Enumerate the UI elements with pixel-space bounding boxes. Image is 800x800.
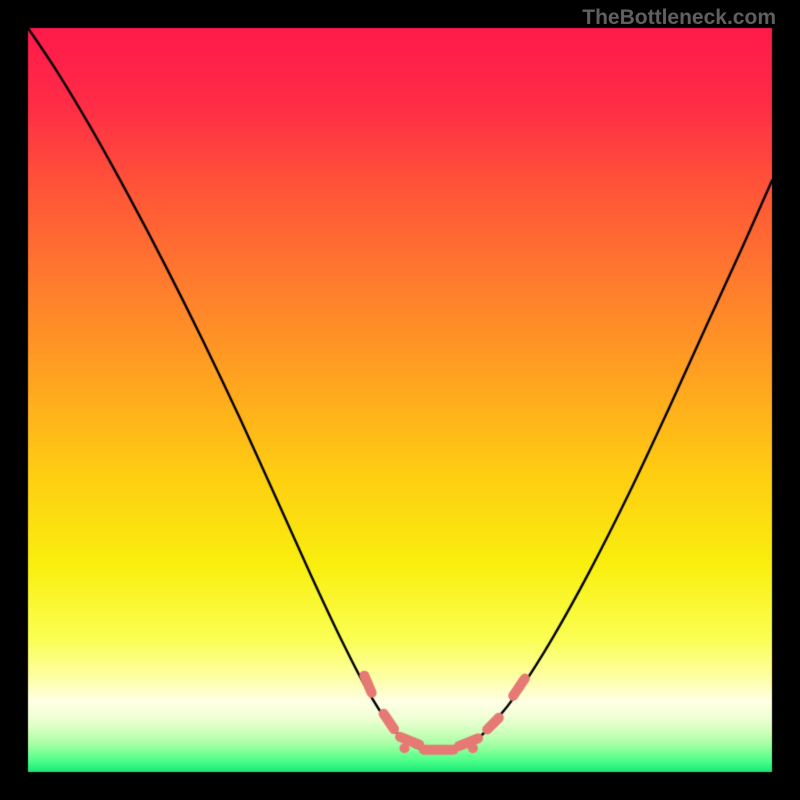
- bottleneck-curve-chart: [0, 0, 800, 800]
- chart-stage: TheBottleneck.com: [0, 0, 800, 800]
